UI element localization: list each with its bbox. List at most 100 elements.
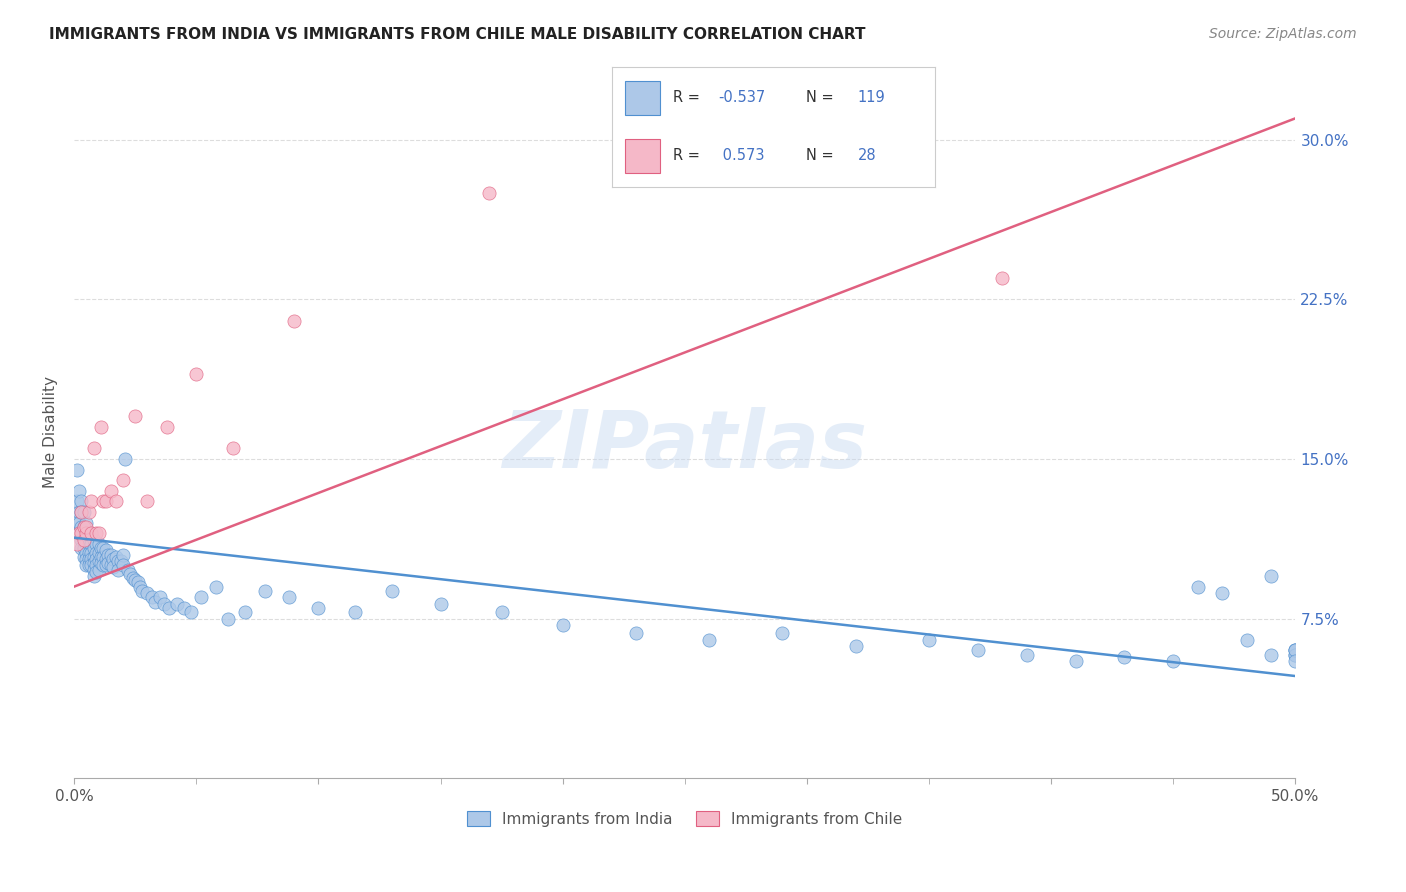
- Point: [100, 558, 122, 573]
- Point: [80, 537, 103, 551]
- Point: [1163, 654, 1185, 668]
- Point: [73, 549, 96, 564]
- Point: [1064, 654, 1087, 668]
- Point: [87, 554, 110, 568]
- Point: [124, 409, 146, 424]
- Point: [967, 643, 990, 657]
- Point: [111, 558, 134, 573]
- Text: 28: 28: [858, 148, 876, 163]
- Text: 119: 119: [858, 90, 886, 105]
- Point: [101, 560, 124, 574]
- Point: [80, 545, 103, 559]
- Point: [75, 545, 97, 559]
- Point: [77, 558, 100, 573]
- Point: [97, 548, 120, 562]
- Point: [83, 541, 105, 556]
- Point: [1260, 648, 1282, 662]
- Point: [124, 573, 146, 587]
- Point: [67, 505, 90, 519]
- Point: [104, 494, 127, 508]
- Point: [918, 632, 941, 647]
- Point: [551, 618, 574, 632]
- Point: [73, 533, 96, 547]
- Point: [77, 526, 100, 541]
- Point: [70, 494, 93, 508]
- Point: [77, 545, 100, 559]
- Point: [991, 271, 1014, 285]
- Point: [1211, 586, 1233, 600]
- Point: [1284, 643, 1306, 657]
- Point: [87, 545, 110, 559]
- FancyBboxPatch shape: [624, 81, 661, 115]
- Point: [75, 526, 97, 541]
- Point: [80, 552, 103, 566]
- Text: R =: R =: [673, 148, 709, 163]
- Point: [80, 494, 103, 508]
- Point: [204, 580, 226, 594]
- Point: [90, 556, 112, 570]
- Point: [1284, 648, 1306, 662]
- Point: [84, 545, 107, 559]
- Point: [73, 533, 96, 547]
- Point: [180, 605, 202, 619]
- Point: [1187, 580, 1209, 594]
- Point: [153, 597, 176, 611]
- Point: [67, 526, 90, 541]
- Point: [343, 605, 366, 619]
- Point: [83, 569, 105, 583]
- Point: [87, 537, 110, 551]
- Legend: Immigrants from India, Immigrants from Chile: Immigrants from India, Immigrants from C…: [461, 805, 908, 833]
- Point: [143, 594, 166, 608]
- Point: [97, 556, 120, 570]
- Point: [84, 552, 107, 566]
- Point: [1284, 643, 1306, 657]
- Point: [111, 473, 134, 487]
- Point: [70, 533, 93, 547]
- Point: [83, 533, 105, 547]
- Point: [93, 558, 115, 573]
- Point: [90, 541, 112, 556]
- Text: Source: ZipAtlas.com: Source: ZipAtlas.com: [1209, 27, 1357, 41]
- Point: [93, 494, 115, 508]
- Point: [217, 611, 239, 625]
- Point: [278, 591, 301, 605]
- Point: [94, 552, 117, 566]
- Text: N =: N =: [806, 148, 838, 163]
- Point: [83, 549, 105, 564]
- Point: [75, 537, 97, 551]
- Point: [107, 563, 129, 577]
- Point: [73, 520, 96, 534]
- Point: [90, 549, 112, 564]
- Point: [77, 552, 100, 566]
- Point: [100, 548, 122, 562]
- Point: [114, 451, 136, 466]
- Point: [141, 591, 163, 605]
- Point: [1236, 632, 1258, 647]
- Point: [104, 549, 127, 564]
- Point: [94, 558, 117, 573]
- Point: [129, 580, 152, 594]
- Point: [75, 516, 97, 530]
- Text: ZIPatlas: ZIPatlas: [502, 407, 868, 485]
- Point: [83, 442, 105, 456]
- Point: [222, 442, 245, 456]
- Point: [136, 494, 159, 508]
- Point: [101, 552, 124, 566]
- Point: [429, 597, 451, 611]
- Point: [73, 505, 96, 519]
- Point: [70, 520, 93, 534]
- Point: [70, 541, 93, 556]
- Point: [491, 605, 513, 619]
- Point: [73, 541, 96, 556]
- Text: R =: R =: [673, 90, 704, 105]
- Point: [186, 367, 208, 381]
- Point: [190, 591, 212, 605]
- Point: [1015, 648, 1038, 662]
- Point: [70, 505, 93, 519]
- Point: [77, 505, 100, 519]
- Point: [67, 526, 90, 541]
- Point: [94, 494, 117, 508]
- Point: [84, 526, 107, 541]
- Point: [75, 558, 97, 573]
- Point: [93, 541, 115, 556]
